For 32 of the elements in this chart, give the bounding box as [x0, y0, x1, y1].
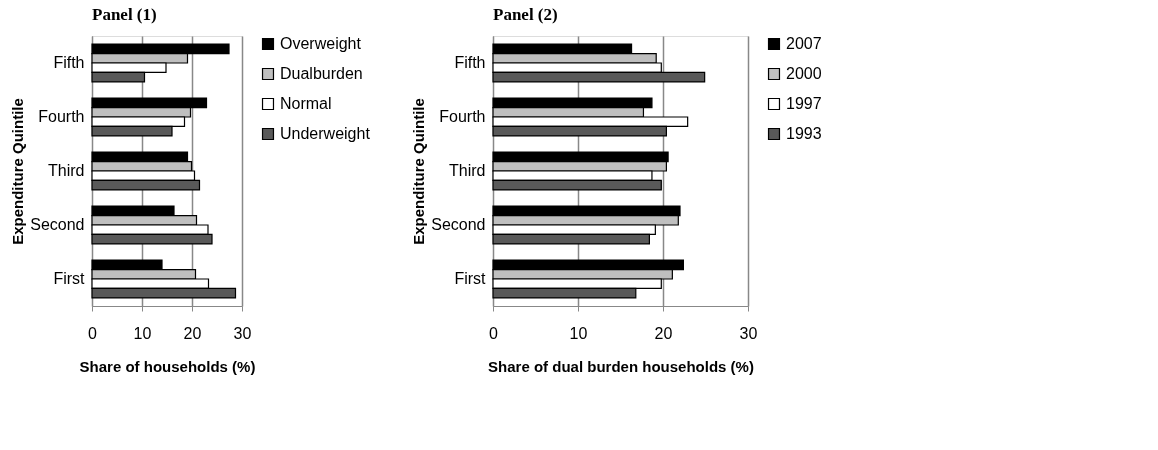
x-axis-title: Share of dual burden households (%): [488, 357, 754, 375]
legend-label: Normal: [280, 95, 332, 112]
legend-label: 1997: [786, 95, 822, 112]
legend-label: 1993: [786, 125, 822, 142]
legend-label: Underweight: [280, 125, 371, 142]
y-tick-label: Second: [431, 216, 486, 233]
x-tick-label: 0: [489, 324, 499, 342]
x-tick-label: 30: [233, 324, 252, 342]
y-axis-title: Expenditure Quintile: [9, 98, 27, 245]
x-axis-title: Share of households (%): [79, 357, 256, 375]
y-tick-label: Fifth: [454, 54, 486, 71]
x-tick-label: 30: [739, 324, 758, 342]
x-tick-label: 20: [183, 324, 202, 342]
legend-label: 2000: [786, 65, 822, 82]
y-tick-label: Second: [30, 216, 85, 233]
y-tick-label: Fourth: [38, 108, 85, 125]
y-tick-label: First: [53, 270, 86, 287]
y-tick-label: First: [454, 270, 487, 287]
legend-label: 2007: [786, 35, 822, 52]
chart-title: Panel (2): [493, 5, 558, 24]
y-tick-label: Fourth: [439, 108, 486, 125]
x-tick-label: 20: [654, 324, 673, 342]
legend-label: Dualburden: [280, 65, 363, 82]
y-axis-title: Expenditure Quintile: [410, 98, 428, 245]
y-tick-label: Third: [449, 162, 486, 179]
chart-title: Panel (1): [92, 5, 157, 24]
x-tick-label: 10: [569, 324, 588, 342]
y-tick-label: Third: [48, 162, 85, 179]
x-tick-label: 0: [88, 324, 98, 342]
x-tick-label: 10: [133, 324, 152, 342]
legend-label: Overweight: [280, 35, 362, 52]
y-tick-label: Fifth: [53, 54, 85, 71]
